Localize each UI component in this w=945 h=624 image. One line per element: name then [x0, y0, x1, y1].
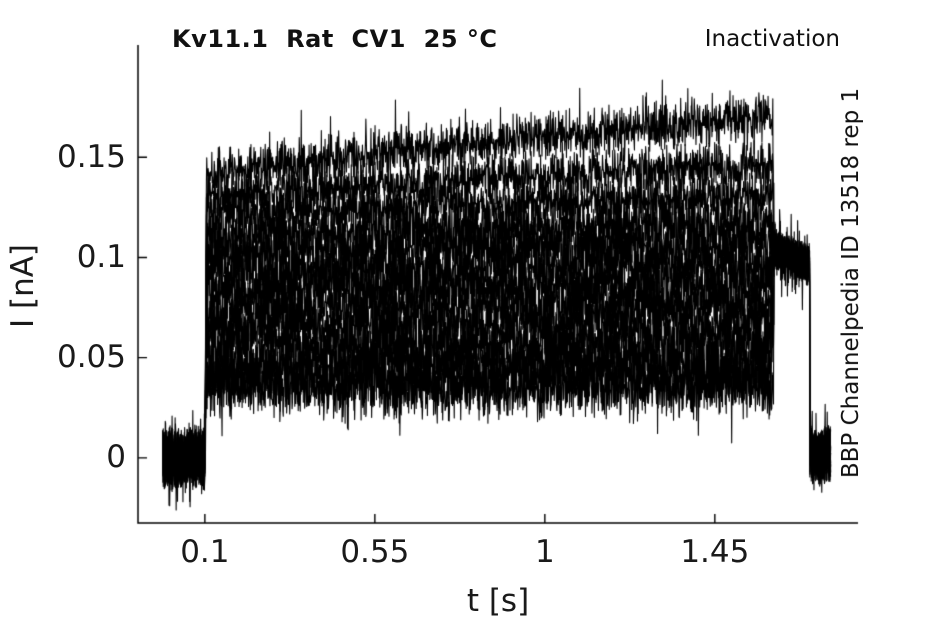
x-tick-label: 1.45 — [680, 534, 750, 570]
x-tick-label: 0.55 — [340, 534, 410, 570]
y-tick-label: 0.15 — [56, 138, 126, 175]
x-axis-label: t [s] — [466, 583, 530, 619]
y-tick-label: 0.05 — [56, 339, 126, 376]
protocol-label: Inactivation — [704, 26, 840, 52]
plot-title: Kv11.1 Rat CV1 25 °C — [172, 25, 498, 53]
x-tick-label: 0.1 — [180, 534, 230, 570]
x-tick-label: 1 — [534, 534, 555, 570]
y-tick-label: 0.1 — [76, 238, 126, 275]
y-tick-label: 0 — [106, 439, 126, 476]
source-label: BBP Channelpedia ID 13518 rep 1 — [838, 87, 864, 479]
